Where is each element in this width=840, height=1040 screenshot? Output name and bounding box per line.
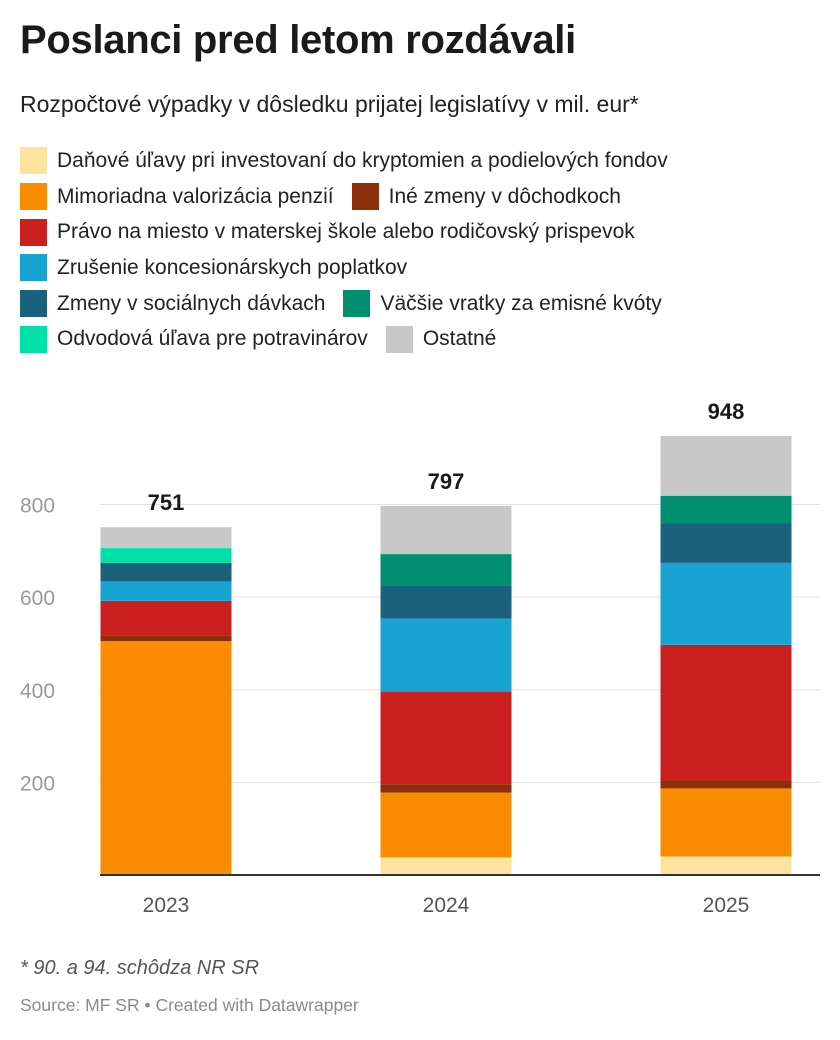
bar-segment: [380, 505, 512, 555]
legend-row: Právo na miesto v materskej škole alebo …: [20, 214, 820, 250]
y-tick-label: 200: [20, 772, 55, 795]
bar-segment: [100, 527, 232, 549]
legend-item: Právo na miesto v materskej škole alebo …: [20, 218, 635, 246]
legend-row: Odvodová úľava pre potravinárov Ostatné: [20, 321, 820, 357]
legend-item: Ostatné: [385, 325, 497, 353]
bar-segment: [660, 495, 792, 524]
y-tick-label: 800: [20, 495, 55, 518]
chart-title: Poslanci pred letom rozdávali: [20, 18, 576, 62]
bar-segment: [380, 585, 512, 619]
bar-total-label: 797: [428, 469, 465, 494]
legend-row: Zrušenie koncesionárskych poplatkov: [20, 250, 820, 286]
legend-label: Zrušenie koncesionárskych poplatkov: [57, 255, 408, 279]
bar-total-label: 751: [148, 490, 185, 515]
bar-total-label: 948: [708, 399, 745, 424]
bar-segment: [380, 554, 512, 586]
legend-label: Odvodová úľava pre potravinárov: [57, 327, 368, 351]
legend-item: Odvodová úľava pre potravinárov: [20, 325, 368, 353]
legend-row: Mimoriadna valorizácia penzií Iné zmeny v…: [20, 179, 820, 215]
legend-item: Iné zmeny v dôchodkoch: [351, 183, 621, 211]
legend-swatch: [20, 290, 47, 318]
x-tick-label: 2024: [423, 894, 470, 917]
legend-swatch: [20, 325, 47, 353]
chart-legend: Daňové úľavy pri investovaní do kryptomi…: [20, 143, 820, 357]
legend-swatch: [385, 325, 413, 353]
stacked-bar-chart: 200 400 600 800 751 2023 797 2024 948 2025: [20, 399, 820, 917]
bar-segment: [660, 788, 792, 857]
bar-segment: [380, 784, 512, 793]
legend-swatch: [20, 183, 47, 211]
legend-swatch: [351, 183, 379, 211]
bar-segment: [660, 780, 792, 789]
legend-item: Zmeny v sociálnych dávkach: [20, 290, 326, 318]
bar-segment: [100, 600, 232, 636]
bar-segment: [100, 641, 232, 875]
legend-label: Ostatné: [422, 327, 497, 351]
x-tick-label: 2023: [143, 894, 190, 917]
legend-swatch: [20, 218, 47, 246]
y-tick-label: 400: [20, 680, 55, 703]
bar-segment: [660, 436, 792, 496]
bar-segment: [100, 548, 232, 563]
legend-item: Mimoriadna valorizácia penzií: [20, 183, 334, 211]
legend-swatch: [20, 254, 47, 282]
y-tick-label: 600: [20, 587, 55, 610]
bar-segment: [660, 644, 792, 781]
chart-subtitle: Rozpočtové výpadky v dôsledku prijatej l…: [20, 91, 639, 117]
bar-segment: [380, 857, 512, 875]
bar-segment: [100, 562, 232, 582]
legend-label: Väčšie vratky za emisné kvóty: [380, 291, 662, 315]
footnote: * 90. a 94. schôdza NR SR: [20, 957, 260, 979]
bar-segment: [660, 562, 792, 645]
bar-segment: [380, 618, 512, 692]
legend-label: Právo na miesto v materskej škole alebo …: [57, 220, 635, 244]
bar-segment: [660, 856, 792, 875]
legend-item: Zrušenie koncesionárskych poplatkov: [20, 254, 408, 282]
legend-label: Zmeny v sociálnych dávkach: [57, 291, 326, 315]
legend-swatch: [343, 290, 371, 318]
bar-segment: [380, 792, 512, 858]
legend-label: Mimoriadna valorizácia penzií: [57, 184, 334, 208]
legend-row: Daňové úľavy pri investovaní do kryptomi…: [20, 143, 820, 179]
bar-segment: [380, 691, 512, 785]
bar-segment: [100, 581, 232, 601]
x-tick-label: 2025: [703, 894, 750, 917]
legend-item: Väčšie vratky za emisné kvóty: [343, 290, 662, 318]
legend-row: Zmeny v sociálnych dávkach Väčšie vratky …: [20, 286, 820, 322]
legend-label: Iné zmeny v dôchodkoch: [388, 184, 621, 208]
bar-segment: [100, 635, 232, 642]
legend-swatch: [20, 147, 47, 175]
legend-label: Daňové úľavy pri investovaní do kryptomi…: [57, 148, 668, 172]
bar-segment: [660, 523, 792, 563]
legend-item: Daňové úľavy pri investovaní do kryptomi…: [20, 147, 668, 175]
source-credit: Source: MF SR • Created with Datawrapper: [20, 995, 359, 1015]
